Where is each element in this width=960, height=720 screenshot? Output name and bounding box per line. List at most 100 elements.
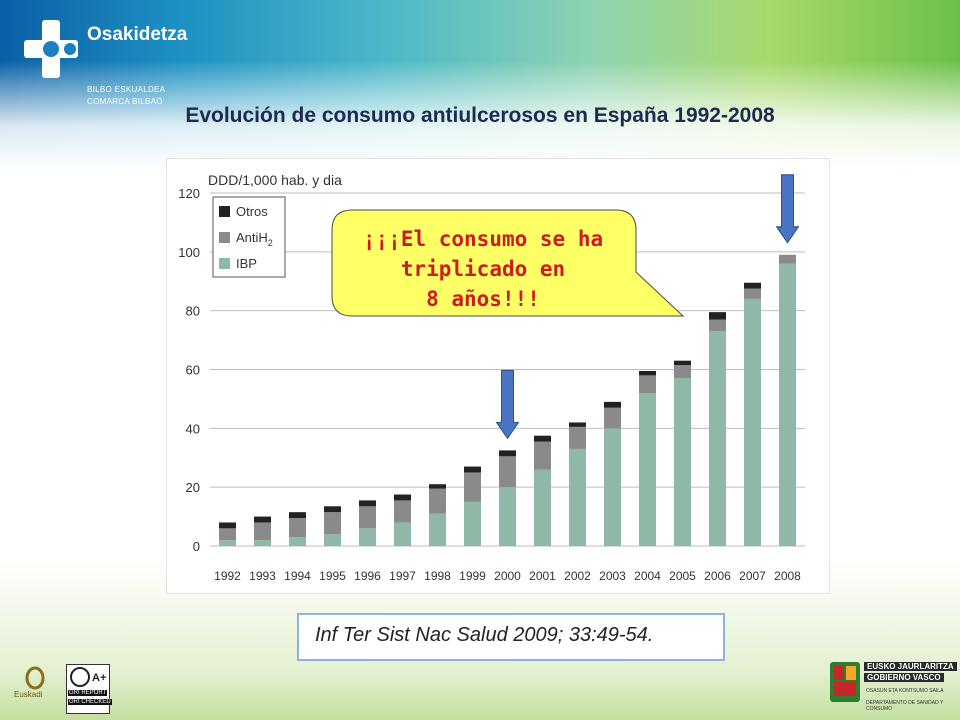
bar-ibp-1999 (464, 501, 481, 546)
legend-label-antih2: AntiH2 (236, 230, 273, 248)
callout-bubble (331, 209, 685, 317)
bar-antih2-1998 (429, 488, 446, 514)
callout-line-1: ¡¡¡El consumo se ha (362, 227, 604, 251)
brand-name: Osakidetza (87, 24, 188, 45)
legend-swatch-ibp (219, 258, 230, 269)
y-tick-label: 40 (186, 421, 200, 436)
bar-otros-2003 (604, 401, 621, 408)
x-tick-label: 1993 (249, 569, 276, 583)
bar-ibp-1996 (359, 528, 376, 546)
bar-antih2-1993 (254, 522, 271, 541)
gri-badge: A+ (66, 664, 110, 714)
bar-otros-1996 (359, 500, 376, 507)
bar-antih2-2005 (674, 365, 691, 379)
x-tick-label: 2001 (529, 569, 556, 583)
y-axis-label: DDD/1,000 hab. y dia (208, 172, 342, 188)
x-tick-label: 2000 (494, 569, 521, 583)
bar-otros-2004 (639, 370, 656, 376)
bar-antih2-2001 (534, 441, 551, 470)
bar-ibp-1997 (394, 522, 411, 546)
bar-otros-1997 (394, 494, 411, 501)
bar-antih2-2006 (709, 319, 726, 332)
bar-otros-1999 (464, 466, 481, 473)
bar-ibp-2001 (534, 469, 551, 546)
bar-ibp-2003 (604, 428, 621, 546)
x-tick-label: 1992 (214, 569, 241, 583)
bar-otros-2005 (674, 360, 691, 366)
bar-ibp-2004 (639, 393, 656, 546)
legend-label-otros: Otros (236, 204, 268, 219)
x-tick-label: 1996 (354, 569, 381, 583)
legend: Otros AntiH2 IBP (212, 196, 286, 278)
x-tick-label: 2003 (599, 569, 626, 583)
y-tick-label: 0 (193, 539, 200, 554)
callout-line-2: triplicado en (400, 257, 566, 281)
x-tick-label: 2007 (739, 569, 766, 583)
bar-ibp-2002 (569, 448, 586, 546)
y-tick-label: 20 (186, 480, 200, 495)
bar-otros-2002 (569, 422, 586, 427)
legend-label-ibp: IBP (236, 256, 257, 271)
euskadi-label: Euskadi (14, 690, 43, 699)
bar-ibp-1998 (429, 513, 446, 546)
gov-label-3: OSASUN ETA KONTSUMO SAILA (866, 688, 944, 694)
down-arrow-icon-2000 (495, 369, 520, 440)
bar-antih2-2007 (744, 288, 761, 299)
bar-otros-2001 (534, 435, 551, 442)
y-tick-label: 100 (178, 245, 200, 260)
bar-antih2-1995 (324, 512, 341, 535)
bar-ibp-1995 (324, 534, 341, 546)
bar-antih2-2008 (779, 254, 796, 264)
bar-antih2-1997 (394, 500, 411, 523)
x-tick-label: 1999 (459, 569, 486, 583)
x-tick-label: 2005 (669, 569, 696, 583)
brand-subtitle-1: BILBO ESKUALDEA (87, 85, 166, 94)
gri-report-label: GRI REPORT (68, 690, 108, 696)
bar-otros-1995 (324, 506, 341, 513)
bar-antih2-2004 (639, 375, 656, 394)
bar-ibp-2000 (499, 487, 516, 546)
bar-otros-1993 (254, 516, 271, 523)
gri-checked-label: GRI CHECKED (68, 699, 112, 705)
bar-ibp-2006 (709, 331, 726, 546)
osakidetza-logo-icon (24, 20, 78, 78)
bar-antih2-1992 (219, 528, 236, 541)
x-tick-label: 2002 (564, 569, 591, 583)
gri-grade: A+ (92, 672, 106, 684)
legend-label-antih: AntiH (236, 230, 268, 245)
bar-ibp-2008 (779, 263, 796, 546)
bar-antih2-2000 (499, 456, 516, 488)
bar-ibp-1992 (219, 540, 236, 546)
header-fade (0, 60, 960, 170)
bar-ibp-1994 (289, 537, 306, 546)
x-tick-label: 2004 (634, 569, 661, 583)
x-tick-label: 1995 (319, 569, 346, 583)
euskadi-logo-icon (25, 666, 45, 690)
x-tick-label: 1994 (284, 569, 311, 583)
basque-government-crest-icon (830, 662, 860, 702)
bar-antih2-1994 (289, 518, 306, 538)
x-tick-label: 1998 (424, 569, 451, 583)
callout-text: ¡¡¡El consumo se ha triplicado en 8 años… (338, 224, 628, 314)
citation-box: Inf Ter Sist Nac Salud 2009; 33:49-54. (297, 613, 725, 661)
brand-subtitle-2: COMARCA BILBAO (87, 97, 163, 106)
page-title: Evolución de consumo antiulcerosos en Es… (185, 104, 775, 127)
bar-antih2-2002 (569, 426, 586, 449)
x-tick-label: 2006 (704, 569, 731, 583)
citation-text: Inf Ter Sist Nac Salud 2009; 33:49-54. (315, 624, 654, 646)
x-tick-label: 1997 (389, 569, 416, 583)
y-tick-label: 120 (178, 186, 200, 201)
gri-globe-icon: A+ (70, 667, 106, 687)
bar-otros-2007 (744, 282, 761, 289)
bar-otros-2006 (709, 312, 726, 320)
callout-line-3: 8 años!!! (426, 287, 540, 311)
legend-swatch-antih2 (219, 232, 230, 243)
x-tick-label: 2008 (774, 569, 801, 583)
y-tick-label: 60 (186, 363, 200, 378)
bar-otros-1994 (289, 512, 306, 519)
gov-label-2: GOBIERNO VASCO (864, 673, 944, 682)
legend-label-antih-sub: 2 (268, 238, 273, 248)
bar-otros-1992 (219, 522, 236, 529)
bar-antih2-2003 (604, 407, 621, 429)
